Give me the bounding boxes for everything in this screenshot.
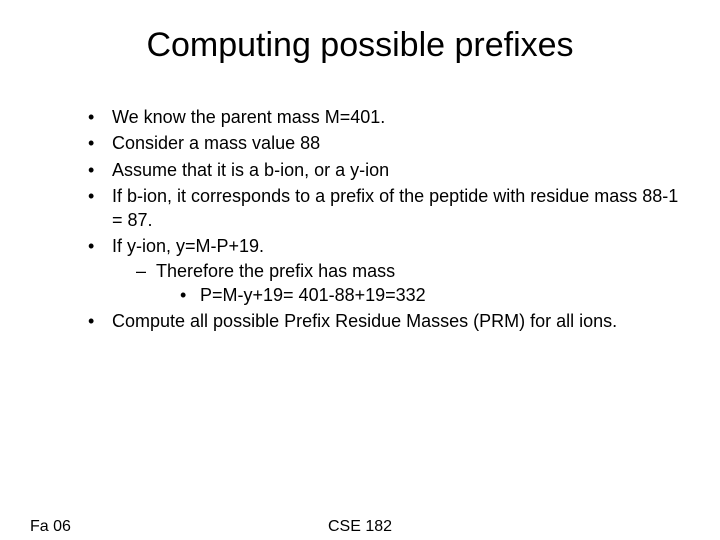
subsub-bullet-item: P=M-y+19= 401-88+19=332 [180,283,680,307]
slide-content: We know the parent mass M=401. Consider … [40,105,680,334]
sub-bullet-text: Therefore the prefix has mass [156,261,395,281]
bullet-item: We know the parent mass M=401. [88,105,680,129]
bullet-text: Compute all possible Prefix Residue Mass… [112,311,617,331]
bullet-item: Assume that it is a b-ion, or a y-ion [88,158,680,182]
bullet-list: We know the parent mass M=401. Consider … [40,105,680,334]
slide: Computing possible prefixes We know the … [0,0,720,540]
bullet-item: Compute all possible Prefix Residue Mass… [88,309,680,333]
sub-bullet-list: Therefore the prefix has mass P=M-y+19= … [112,259,680,308]
subsub-bullet-text: P=M-y+19= 401-88+19=332 [200,285,426,305]
bullet-text: If b-ion, it corresponds to a prefix of … [112,186,678,230]
bullet-item: If b-ion, it corresponds to a prefix of … [88,184,680,233]
bullet-text: Assume that it is a b-ion, or a y-ion [112,160,389,180]
subsub-bullet-list: P=M-y+19= 401-88+19=332 [156,283,680,307]
bullet-text: We know the parent mass M=401. [112,107,385,127]
bullet-item: If y-ion, y=M-P+19. Therefore the prefix… [88,234,680,307]
bullet-item: Consider a mass value 88 [88,131,680,155]
sub-bullet-item: Therefore the prefix has mass P=M-y+19= … [136,259,680,308]
bullet-text: Consider a mass value 88 [112,133,320,153]
bullet-text: If y-ion, y=M-P+19. [112,236,264,256]
slide-title: Computing possible prefixes [40,26,680,65]
footer-center: CSE 182 [0,518,720,536]
